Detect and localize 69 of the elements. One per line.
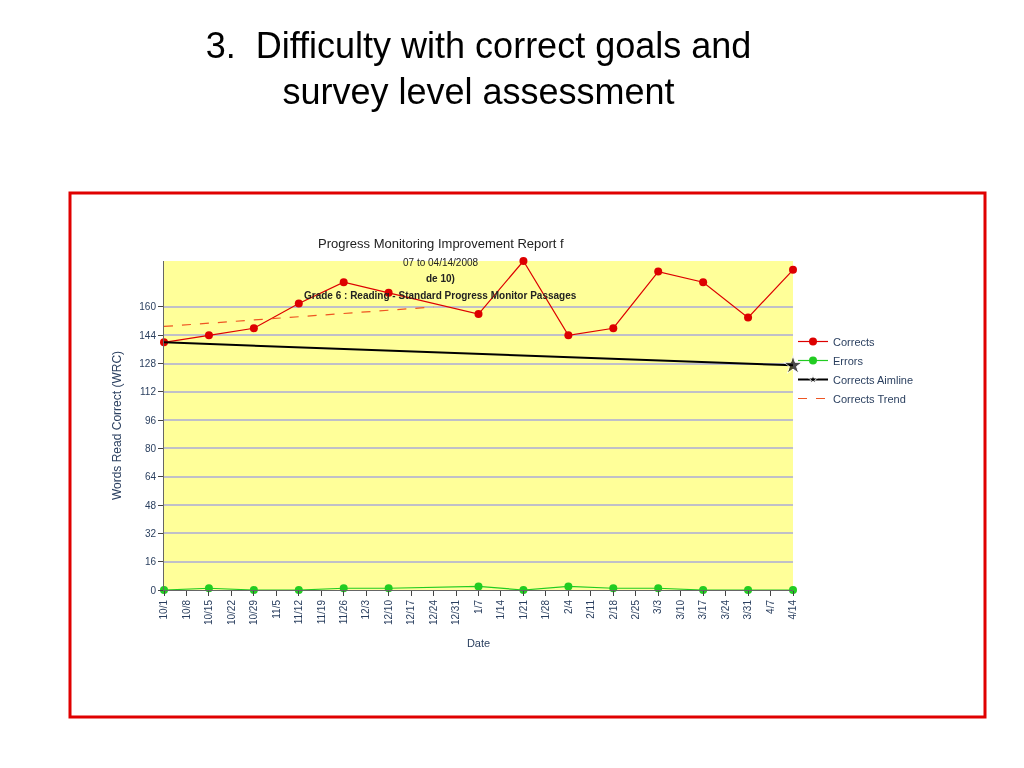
annotation: 07 to 04/14/2008 (403, 257, 479, 268)
x-tick-label: 12/3 (360, 599, 372, 620)
y-tick-label: 160 (139, 301, 157, 313)
y-tick-label: 16 (144, 556, 157, 568)
point (339, 584, 348, 593)
x-tick-label: 3/3 (652, 599, 664, 614)
point (789, 265, 797, 274)
y-tick-label: 80 (144, 442, 157, 454)
x-tick-label: 4/7 (764, 599, 776, 614)
x-tick-label: 1/28 (540, 599, 552, 620)
point (699, 278, 708, 287)
x-tick-label: 2/18 (607, 599, 619, 620)
x-tick-label: 3/31 (742, 599, 754, 620)
point (654, 267, 663, 276)
x-tick-label: 12/10 (382, 599, 394, 626)
x-tick-label: 10/22 (225, 599, 237, 626)
x-tick-label: 12/17 (405, 599, 417, 626)
point (609, 584, 618, 593)
x-tick-label: 2/25 (630, 599, 641, 620)
x-tick-label: 10/1 (158, 599, 170, 620)
x-tick-label: 2/11 (585, 599, 597, 619)
point (609, 324, 618, 333)
y-tick-label: 112 (140, 386, 157, 398)
y-tick-label: 128 (139, 358, 157, 370)
x-tick-label: 3/10 (674, 599, 686, 620)
annotation: de 10) (426, 273, 455, 284)
x-tick-label: 10/15 (203, 599, 215, 626)
point (564, 582, 573, 591)
y-tick-label: 144 (139, 329, 157, 341)
x-tick-label: 1/7 (472, 599, 484, 614)
legend-label: Corrects (833, 335, 876, 348)
point (519, 257, 528, 265)
x-tick-label: 11/19 (315, 599, 327, 625)
x-tick-label: 2/4 (562, 599, 574, 614)
x-tick-label: 11/5 (270, 599, 282, 619)
x-tick-label: 4/14 (787, 599, 799, 620)
x-tick-label: 1/14 (495, 599, 507, 620)
point (783, 355, 803, 374)
point (249, 324, 258, 333)
x-tick-label: 10/29 (248, 599, 260, 626)
x-tick-label: 11/26 (337, 599, 349, 625)
point (339, 278, 348, 287)
y-tick-label: 0 (150, 584, 157, 596)
point (654, 584, 663, 593)
legend-label: Errors (833, 354, 864, 367)
point (204, 331, 213, 340)
x-tick-label: 10/8 (180, 599, 192, 620)
point (474, 582, 483, 591)
x-axis-title: Date (466, 637, 491, 650)
x-tick-label: 3/17 (697, 599, 709, 620)
y-tick-label: 64 (144, 471, 157, 483)
point (564, 331, 573, 340)
chart-subtitle: Progress Monitoring Improvement Report f (318, 236, 565, 251)
point (474, 310, 483, 319)
y-tick-label: 96 (144, 414, 157, 426)
y-tick-label: 48 (144, 499, 157, 511)
chart-title: 3. Difficulty with correct goals and survey level assessment (205, 24, 752, 113)
x-tick-label: 3/24 (719, 599, 731, 620)
legend-label: Corrects Aimline (833, 373, 914, 386)
y-tick-label: 32 (144, 527, 157, 539)
x-tick-label: 1/21 (517, 599, 529, 620)
point (744, 313, 753, 322)
point (294, 299, 303, 308)
x-tick-label: 11/12 (293, 599, 305, 625)
point (204, 584, 213, 593)
x-tick-label: 12/24 (427, 599, 439, 626)
y-axis-title: Words Read Correct (WRC) (109, 350, 124, 501)
legend-label: Corrects Trend (833, 392, 906, 405)
x-tick-label: 12/31 (450, 599, 462, 626)
